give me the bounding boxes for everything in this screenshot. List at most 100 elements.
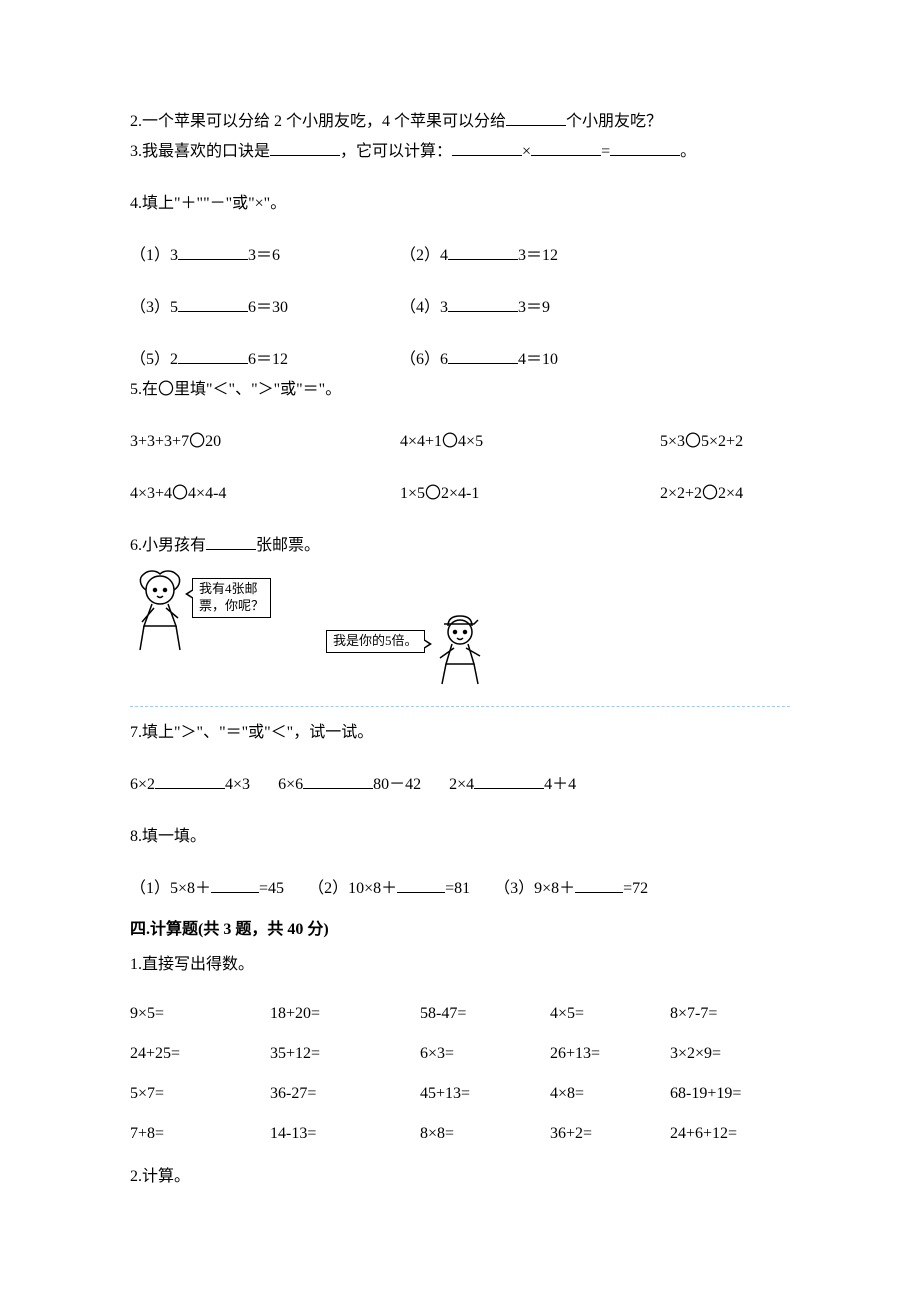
q5-row-1: 3+3+3+7〇20 4×4+1〇4×5 5×3〇5×2+2 [130, 430, 790, 454]
q5-row-2: 4×3+4〇4×4-4 1×5〇2×4-1 2×2+2〇2×4 [130, 482, 790, 506]
calc-row: 9×5= 18+20= 58-47= 4×5= 8×7-7= [130, 1005, 790, 1023]
q7-r: 80－42 [373, 776, 421, 793]
q7-row: 6×2 4×3 6×6 80－42 2×4 4＋4 [130, 773, 790, 797]
girl-icon [130, 568, 190, 658]
q3-eq: = [601, 143, 610, 160]
blank [206, 536, 256, 550]
s4-q1-title: 1.直接写出得数。 [130, 953, 790, 977]
girl-speech-bubble: 我有4张邮 票，你呢？ [192, 578, 271, 618]
section-4-heading: 四.计算题(共 3 题，共 40 分) [130, 915, 790, 939]
calc-cell: 35+12= [270, 1045, 420, 1063]
calc-row: 5×7= 36-27= 45+13= 4×8= 68-19+19= [130, 1085, 790, 1103]
question-5-title: 5.在〇里填"＜"、"＞"或"＝"。 [130, 378, 790, 402]
q4-row-1: （1）3 3＝6 （2）4 3＝12 [130, 244, 790, 268]
q4-item-rhs: 6＝30 [248, 299, 288, 316]
q8-l: （1）5×8＋ [130, 880, 211, 897]
q6-text-b: 张邮票。 [256, 537, 320, 554]
q3-text-a: 3.我最喜欢的口诀是 [130, 143, 270, 160]
q4-item-label: （1）3 [130, 247, 178, 264]
blank [178, 298, 248, 312]
blank [531, 142, 601, 156]
calc-cell: 18+20= [270, 1005, 420, 1023]
question-8-title: 8.填一填。 [130, 825, 790, 849]
calc-cell: 26+13= [550, 1045, 670, 1063]
calc-cell: 9×5= [130, 1005, 270, 1023]
question-6: 6.小男孩有 张邮票。 [130, 534, 790, 558]
q8-l: （2）10×8＋ [308, 880, 397, 897]
blank [211, 879, 259, 893]
blank [178, 350, 248, 364]
q6-text-a: 6.小男孩有 [130, 537, 206, 554]
q4-row-2: （3）5 6＝30 （4）3 3＝9 [130, 296, 790, 320]
q4-item-rhs: 6＝12 [248, 351, 288, 368]
page: 2.一个苹果可以分给 2 个小朋友吃，4 个苹果可以分给 个小朋友吃？ 3.我最喜… [0, 0, 920, 1255]
girl-bubble-line1: 我有4张邮 [199, 581, 258, 596]
blank [155, 775, 225, 789]
boy-bubble-text: 我是你的5倍。 [333, 633, 418, 648]
blank [448, 298, 518, 312]
q8-l: （3）9×8＋ [494, 880, 575, 897]
q8-row: （1）5×8＋ =45 （2）10×8＋ =81 （3）9×8＋ =72 [130, 877, 790, 901]
q8-r: =45 [259, 880, 284, 897]
q4-item-label: （3）5 [130, 299, 178, 316]
calc-cell: 8×8= [420, 1125, 550, 1143]
q7-r: 4×3 [225, 776, 250, 793]
q7-l: 6×2 [130, 776, 155, 793]
q4-item-rhs: 3＝12 [518, 247, 558, 264]
q5-cell: 5×3〇5×2+2 [660, 430, 743, 454]
q4-item-label: （4）3 [400, 299, 448, 316]
calc-cell: 24+25= [130, 1045, 270, 1063]
calc-cell: 45+13= [420, 1085, 550, 1103]
blank [448, 246, 518, 260]
q5-cell: 4×4+1〇4×5 [400, 430, 660, 454]
blank [474, 775, 544, 789]
calc-cell: 4×8= [550, 1085, 670, 1103]
q4-item-label: （2）4 [400, 247, 448, 264]
q3-mul: × [522, 143, 531, 160]
blank [303, 775, 373, 789]
blank [448, 350, 518, 364]
blank [178, 246, 248, 260]
calc-cell: 58-47= [420, 1005, 550, 1023]
q5-cell: 1×5〇2×4-1 [400, 482, 660, 506]
question-4-title: 4.填上"＋""－"或"×"。 [130, 192, 790, 216]
calc-cell: 14-13= [270, 1125, 420, 1143]
q5-cell: 3+3+3+7〇20 [130, 430, 400, 454]
question-2: 2.一个苹果可以分给 2 个小朋友吃，4 个苹果可以分给 个小朋友吃？ [130, 110, 790, 134]
calc-cell: 36+2= [550, 1125, 670, 1143]
q3-period: 。 [680, 143, 696, 160]
q7-l: 2×4 [449, 776, 474, 793]
boy-icon [430, 608, 490, 688]
blank [610, 142, 680, 156]
q4-item-label: （5）2 [130, 351, 178, 368]
blank [506, 112, 566, 126]
q7-r: 4＋4 [544, 776, 576, 793]
q2-text-a: 2.一个苹果可以分给 2 个小朋友吃，4 个苹果可以分给 [130, 113, 506, 130]
q5-cell: 4×3+4〇4×4-4 [130, 482, 400, 506]
question-7-title: 7.填上"＞"、"＝"或"＜"，试一试。 [130, 721, 790, 745]
calc-cell: 4×5= [550, 1005, 670, 1023]
question-3: 3.我最喜欢的口诀是，它可以计算：×=。 [130, 140, 790, 164]
illustration: 我有4张邮 票，你呢？ 我是你的5倍。 [130, 568, 790, 688]
blank [270, 142, 340, 156]
q4-item-rhs: 4＝10 [518, 351, 558, 368]
q7-l: 6×6 [278, 776, 303, 793]
blank [575, 879, 623, 893]
calc-cell: 7+8= [130, 1125, 270, 1143]
calc-cell: 8×7-7= [670, 1005, 717, 1023]
q4-item-label: （6）6 [400, 351, 448, 368]
calc-row: 7+8= 14-13= 8×8= 36+2= 24+6+12= [130, 1125, 790, 1143]
q4-item-rhs: 3＝9 [518, 299, 550, 316]
girl-bubble-line2: 票，你呢？ [199, 598, 264, 613]
q8-r: =72 [623, 880, 648, 897]
dashed-separator [130, 706, 790, 707]
q4-item-rhs: 3＝6 [248, 247, 280, 264]
calc-row: 24+25= 35+12= 6×3= 26+13= 3×2×9= [130, 1045, 790, 1063]
q2-text-b: 个小朋友吃？ [566, 113, 662, 130]
calc-cell: 3×2×9= [670, 1045, 721, 1063]
q8-r: =81 [445, 880, 470, 897]
q5-cell: 2×2+2〇2×4 [660, 482, 743, 506]
s4-q2-title: 2.计算。 [130, 1165, 790, 1189]
blank [397, 879, 445, 893]
calc-cell: 5×7= [130, 1085, 270, 1103]
